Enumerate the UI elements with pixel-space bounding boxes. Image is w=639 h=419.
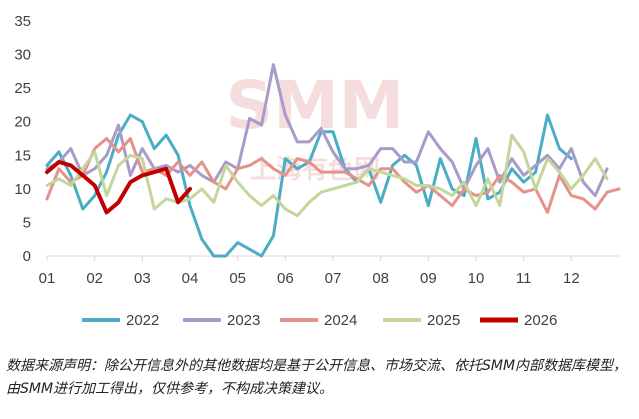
series-line-2023 [45, 63, 609, 198]
y-tick-label: 30 [14, 47, 31, 64]
y-tick-label: 15 [14, 147, 31, 164]
series-line-2024 [45, 137, 621, 214]
legend: 2022 2023 2024 2025 2026 [82, 312, 557, 329]
x-tick-label: 05 [229, 270, 246, 287]
x-tick-label: 07 [325, 270, 342, 287]
y-tick-label: 20 [14, 114, 31, 131]
series-line-2025 [45, 133, 609, 218]
y-tick-label: 5 [23, 214, 31, 231]
x-tick-label: 02 [86, 270, 103, 287]
y-axis: 0 5 10 15 20 25 30 35 [14, 13, 31, 265]
x-tick-label: 12 [563, 270, 580, 287]
x-tick-label: 08 [372, 270, 389, 287]
series-line-2026 [45, 160, 192, 215]
y-tick-label: 0 [23, 248, 31, 265]
x-axis: 01 02 03 04 05 06 07 08 09 10 11 12 [39, 255, 619, 287]
legend-label-2026: 2026 [524, 312, 557, 329]
legend-label-2023: 2023 [227, 312, 260, 329]
source-note: 数据来源声明：除公开信息外的其他数据均是基于公开信息、市场交流、依托SMM内部数… [6, 358, 628, 397]
x-tick-label: 03 [134, 270, 151, 287]
legend-label-2025: 2025 [427, 312, 460, 329]
watermark-logo: SMM [226, 67, 405, 144]
x-tick-label: 06 [277, 270, 294, 287]
x-tick-label: 11 [516, 270, 532, 287]
y-tick-label: 25 [14, 80, 31, 97]
x-tick-label: 04 [182, 270, 199, 287]
legend-label-2022: 2022 [126, 312, 159, 329]
legend-label-2024: 2024 [324, 312, 357, 329]
series-lines [45, 63, 621, 258]
x-tick-label: 10 [468, 270, 485, 287]
y-tick-label: 10 [14, 181, 31, 198]
x-tick-label: 09 [420, 270, 437, 287]
x-tick-label: 01 [39, 270, 56, 287]
y-tick-label: 35 [14, 13, 31, 30]
